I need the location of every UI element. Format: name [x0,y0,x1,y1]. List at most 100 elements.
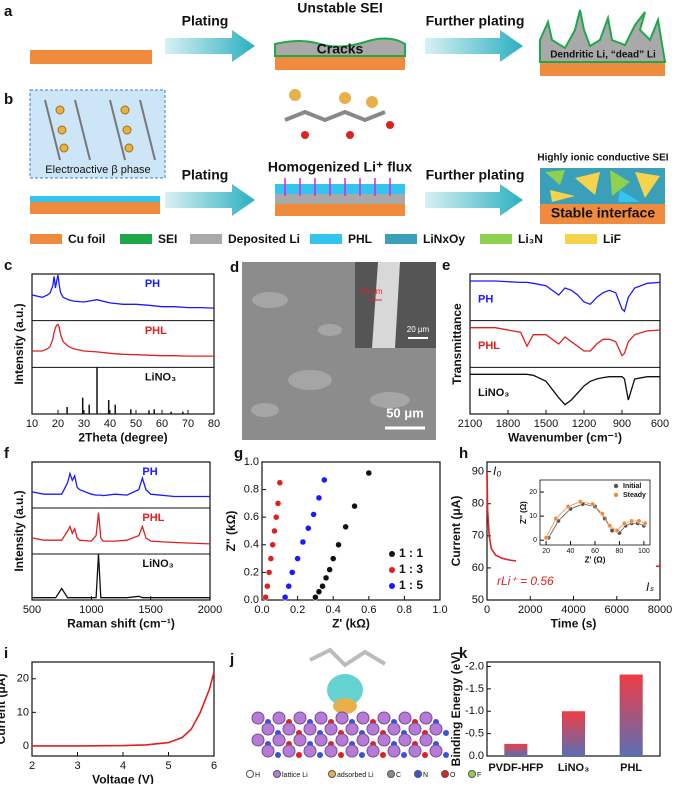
y-tick-label: 1.0 [244,456,259,468]
x-tick-label: 2000 [518,604,542,616]
atom [419,711,433,725]
atom [380,752,386,758]
arrow [165,30,255,62]
legend-swatch [120,234,152,244]
point [305,524,312,532]
legend-label: Steady [623,492,646,499]
atom [303,722,317,736]
legend-swatch [385,234,417,244]
x-tick-label: PHL [620,762,642,774]
y-tick-label: 0 [23,740,29,752]
annotation: Stable interface [551,205,655,221]
phl-layer [275,184,405,194]
polymer-molecule [284,89,394,139]
point [629,518,635,524]
y-tick-label: 0 [533,537,537,544]
plot-frame [31,461,211,601]
arrow [165,184,255,216]
x-tick-label: 8000 [648,604,672,616]
point [271,527,278,535]
panel-label: c [4,257,12,274]
series-label: PHL [478,340,500,352]
cu-foil [540,62,665,76]
x-tick-label: 60 [591,548,599,555]
x-tick-label: 10 [26,418,38,430]
x-tick-label: 6 [211,760,217,772]
legend-marker [414,770,422,778]
cu-foil [30,202,160,214]
legend-label: H [255,772,260,779]
legend-marker [328,770,336,778]
legend-marker [273,770,281,778]
legend-label: 1 : 5 [399,578,423,592]
x-tick-label: 2100 [458,418,482,430]
point [577,499,583,505]
y-tick-label: -0.5 [465,728,484,740]
legend-swatch [190,234,222,244]
panel-label: f [4,445,10,462]
y-tick-label: 0.2 [244,566,259,578]
annotation: 10 μm [360,287,383,296]
legend-marker [389,583,395,589]
annotation: Homogenized Li⁺ flux [268,159,412,175]
x-tick-label: 0.8 [397,604,412,616]
point [614,528,620,534]
x-axis-label: Z' (kΩ) [332,616,370,630]
atom [293,711,307,725]
series-label: PHL [142,512,164,524]
y-tick-label: 20 [529,489,537,496]
legend-label: LiF [603,232,621,246]
atom [345,744,359,758]
bar [504,743,528,756]
point [621,520,627,526]
point [351,502,358,510]
legend-swatch [480,234,512,244]
x-tick-label: 1.0 [432,604,447,616]
y-axis-label: Intensity (a.u.) [12,303,26,384]
step-label: Further plating [426,167,525,183]
point [299,538,307,546]
sem-texture [251,292,410,417]
point [310,511,317,518]
scale-label: 20 μm [407,325,430,334]
step-label: Plating [182,13,229,29]
atom [335,711,349,725]
point [335,541,342,549]
panel-label: d [230,259,239,276]
atom [282,744,296,758]
point [636,518,642,524]
atom [429,722,443,736]
y-axis-label: Transmittance [450,303,464,385]
atom [296,752,302,758]
x-tick-label: 40 [567,548,575,555]
cu-foil [30,50,152,64]
atom [377,733,391,747]
y-tick-label: 0.0 [244,594,259,606]
spectrum [31,274,215,309]
legend-swatch [310,234,342,244]
panel-label: i [4,645,8,662]
deposited-li [275,194,405,204]
y-axis-label: Intensity (a.u.) [12,490,26,571]
x-tick-label: 2 [29,760,35,772]
point [342,523,349,531]
point [590,501,596,507]
panel-label: j [229,651,234,668]
atom [408,722,422,736]
x-tick-label: 600 [651,418,669,430]
series-label: PH [478,294,493,306]
x-tick-label: 3 [74,760,80,772]
cu-foil [275,204,405,216]
x-tick-label: 30 [78,418,90,430]
step-label: Further plating [426,13,525,29]
x-tick-label: 4 [120,760,126,772]
panel-label: h [459,445,468,462]
annotation: I₀ [493,464,501,478]
atom [272,711,286,725]
legend-label: N [423,772,428,779]
atom [422,752,428,758]
spectrum [31,471,210,498]
point [326,566,333,573]
legend-label: SEI [158,232,177,246]
